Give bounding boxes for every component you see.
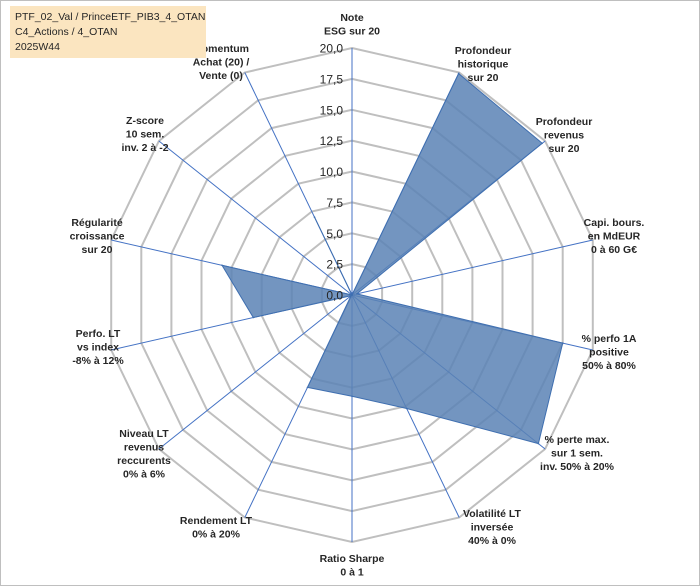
category-label: Z-score 10 sem. inv. 2 à -2 [121, 115, 168, 154]
category-label: Momentum Achat (20) / Vente (0) [193, 43, 250, 82]
category-label: Note ESG sur 20 [324, 12, 380, 38]
tick-label: 17,5 [320, 72, 344, 86]
tick-label: 12,5 [320, 134, 344, 148]
category-label: Profondeur revenus sur 20 [536, 116, 593, 155]
category-label: Volatilité LT inversée 40% à 0% [463, 508, 522, 547]
series-point [457, 72, 460, 75]
tick-label: 20,0 [320, 42, 344, 56]
category-labels: Note ESG sur 20 Profondeur historique sur 20… [70, 12, 645, 579]
radial-axis-line [158, 140, 353, 296]
tick-label: 15,0 [320, 103, 344, 117]
series-point [356, 293, 358, 295]
series-point [405, 407, 408, 410]
series-point [541, 142, 543, 145]
category-label: Régularité croissance sur 20 [70, 217, 125, 256]
tick-label: 5,0 [326, 227, 343, 241]
series-point [351, 294, 353, 296]
category-label: Niveau LT revenus reccurents 0% à 6% [117, 428, 171, 481]
radial-tick-labels: 0,0 2,5 5,0 7,5 10,0 12,5 15,0 17,5 20,0 [320, 42, 344, 303]
tick-label: 0,0 [326, 289, 343, 303]
tick-label: 10,0 [320, 165, 344, 179]
title-line-1: PTF_02_Val / PrinceETF_PIB3_4_OTAN [15, 11, 206, 23]
series-point [537, 442, 540, 445]
radar-series [220, 72, 564, 445]
series-point [252, 316, 255, 319]
title-line-2: C4_Actions / 4_OTAN [15, 26, 118, 38]
radial-axis-line [351, 239, 593, 296]
series-point [561, 342, 564, 344]
category-label: Ratio Sharpe 0 à 1 [320, 553, 385, 579]
category-label: Capi. bours. en MdEUR 0 à 60 G€ [584, 217, 645, 256]
series-point [306, 386, 309, 389]
radial-axis-line [158, 294, 353, 450]
chart-title-box: PTF_02_Val / PrinceETF_PIB3_4_OTAN C4_Ac… [10, 6, 206, 58]
series-point [351, 395, 353, 398]
series-point [221, 264, 223, 267]
category-label: % perte max. sur 1 sem. inv. 50% à 20% [540, 434, 615, 473]
title-line-3: 2025W44 [15, 41, 60, 53]
tick-label: 7,5 [326, 196, 343, 210]
category-label: Profondeur historique sur 20 [455, 45, 512, 84]
category-label: Rendement LT 0% à 20% [180, 515, 253, 541]
tick-label: 2,5 [326, 258, 343, 272]
series-point [313, 216, 316, 218]
category-label: % perfo 1A positive 50% à 80% [582, 333, 637, 372]
category-label: Perfo. LT vs index -8% à 12% [72, 328, 124, 367]
